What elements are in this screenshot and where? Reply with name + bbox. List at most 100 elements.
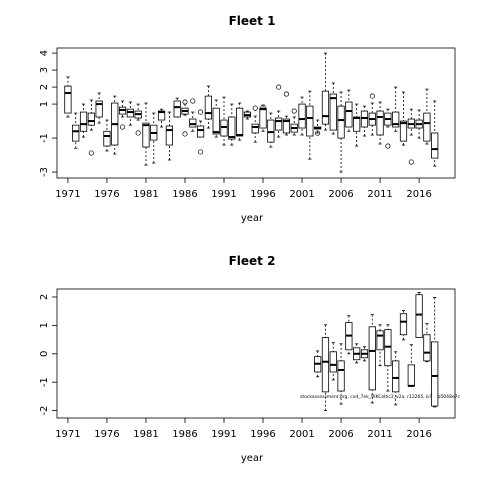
panel: Fleet 2 year stockassessment.org, cod_7e… — [39, 254, 461, 464]
outlier — [198, 109, 204, 115]
box — [329, 351, 337, 373]
outlier — [291, 108, 297, 114]
box — [95, 100, 103, 118]
box — [189, 118, 197, 128]
x-tick-label: 1991 — [211, 429, 236, 440]
box — [337, 360, 345, 392]
outlier — [315, 130, 321, 136]
box — [423, 112, 431, 142]
outlier — [283, 91, 289, 97]
y-tick-label: 3 — [39, 67, 50, 73]
outlier — [120, 124, 126, 130]
box — [360, 110, 369, 128]
box — [282, 118, 291, 134]
plot-frame — [56, 47, 456, 179]
box — [431, 341, 439, 407]
outlier — [182, 99, 188, 105]
box — [212, 107, 220, 135]
y-tick-label: 1 — [39, 101, 50, 107]
x-tick-label: 1986 — [172, 189, 197, 200]
x-tick-label: 2006 — [328, 189, 353, 200]
y-tick-label: 0 — [39, 351, 50, 357]
chart-title: Fleet 2 — [229, 254, 276, 268]
box — [79, 111, 88, 132]
outlier — [190, 98, 196, 104]
outlier — [88, 150, 94, 156]
chart-title: Fleet 1 — [229, 14, 276, 28]
outlier — [135, 130, 141, 136]
box — [376, 330, 384, 351]
box — [415, 294, 423, 338]
box — [275, 117, 283, 131]
x-tick-label: 1976 — [94, 429, 119, 440]
outlier — [408, 159, 414, 165]
box — [267, 119, 275, 143]
box — [376, 110, 384, 136]
x-tick-label: 2016 — [406, 189, 431, 200]
box — [236, 107, 244, 137]
box — [103, 130, 111, 147]
x-tick-label: 2011 — [367, 429, 392, 440]
box — [337, 105, 345, 139]
box — [306, 105, 314, 137]
outlier — [260, 104, 266, 110]
y-tick-label: 2 — [39, 294, 50, 300]
box — [204, 95, 212, 120]
box — [87, 112, 95, 126]
x-axis-label: year — [241, 213, 264, 224]
x-tick-label: 1981 — [133, 429, 158, 440]
y-tick-label: 1 — [39, 322, 50, 328]
x-tick-label: 2006 — [328, 429, 353, 440]
outlier — [252, 105, 258, 111]
box — [399, 313, 408, 336]
y-tick-label: -3 — [39, 167, 50, 177]
x-tick-label: 1981 — [133, 189, 158, 200]
box — [423, 334, 431, 362]
box — [228, 116, 236, 140]
outlier — [198, 149, 204, 155]
outlier — [369, 93, 375, 99]
box — [142, 122, 150, 148]
y-tick-label: -2 — [39, 406, 50, 416]
x-tick-label: 1996 — [250, 429, 275, 440]
box — [407, 364, 415, 387]
box — [399, 120, 408, 142]
box — [392, 111, 400, 128]
box — [392, 360, 400, 393]
y-tick-label: -1 — [39, 377, 50, 387]
box — [196, 125, 205, 138]
box — [329, 93, 337, 131]
x-axis-label: year — [241, 453, 264, 464]
y-tick-label: 4 — [39, 50, 50, 56]
box — [126, 108, 134, 118]
x-tick-label: 1976 — [94, 189, 119, 200]
x-tick-label: 2001 — [289, 189, 314, 200]
outlier — [385, 143, 391, 149]
x-tick-label: 1996 — [250, 189, 275, 200]
x-tick-label: 1986 — [172, 429, 197, 440]
outlier — [276, 84, 282, 90]
outlier — [182, 131, 188, 137]
x-tick-label: 1991 — [211, 189, 236, 200]
box — [251, 123, 259, 134]
x-tick-label: 2001 — [289, 429, 314, 440]
box — [173, 100, 181, 118]
x-tick-label: 1971 — [55, 429, 80, 440]
box — [431, 132, 439, 159]
box — [64, 85, 72, 114]
panel: Fleet 1 year 1971 1976 1981 1986 1991 1996 200… — [39, 14, 456, 224]
x-tick-label: 1971 — [55, 189, 80, 200]
box — [321, 337, 330, 393]
x-tick-label: 2011 — [367, 189, 392, 200]
annotation: stockassessment.org, cod_7ek_WKCeltic2_v… — [300, 394, 460, 400]
box — [353, 116, 361, 132]
x-tick-label: 2016 — [406, 429, 431, 440]
box — [157, 110, 166, 121]
box — [321, 90, 330, 125]
box — [259, 107, 267, 129]
box — [220, 119, 228, 137]
box — [368, 326, 376, 391]
box — [345, 101, 353, 128]
